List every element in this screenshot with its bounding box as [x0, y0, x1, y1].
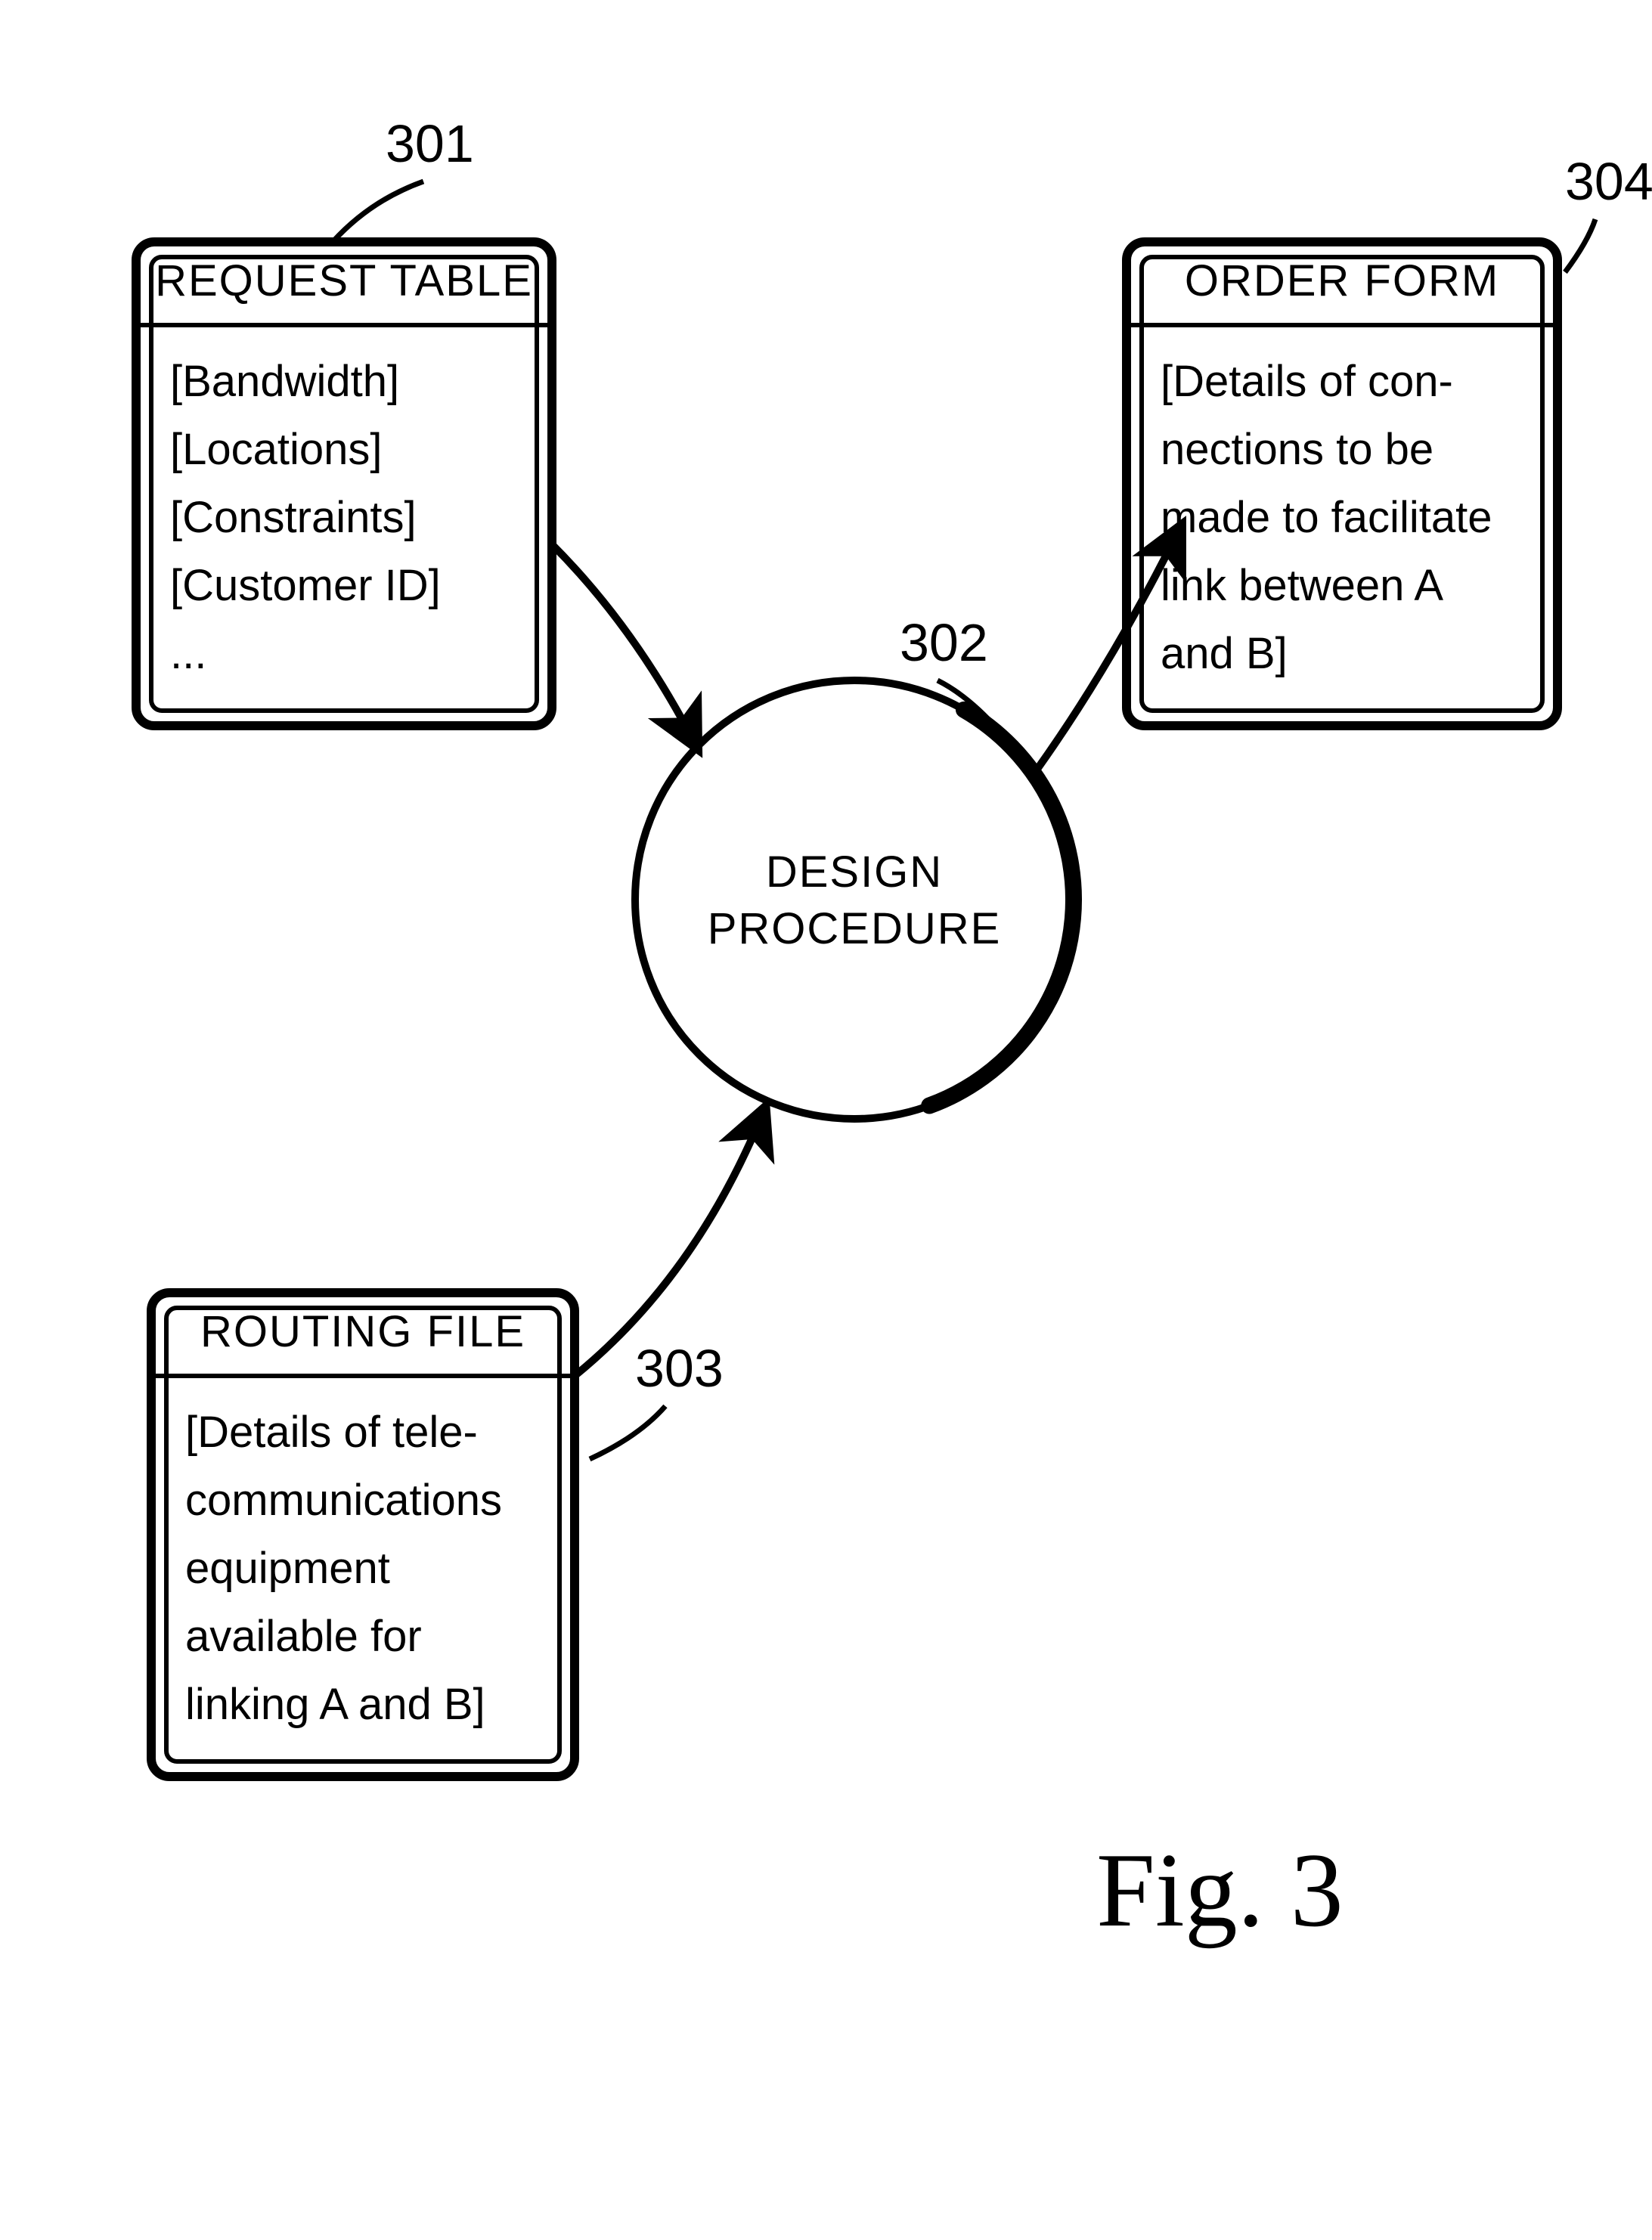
design-procedure-line2: PROCEDURE	[635, 903, 1074, 954]
routing-file-body: [Details of tele-communicationsequipment…	[185, 1399, 556, 1739]
order-form-title: ORDER FORM	[1127, 256, 1557, 306]
request-table-ref: 301	[386, 113, 474, 174]
figure-label: Fig. 3	[1096, 1829, 1344, 1951]
order-form-ref: 304	[1565, 151, 1652, 212]
design-procedure-ref: 302	[900, 612, 988, 673]
request-table-title: REQUEST TABLE	[136, 256, 552, 306]
request-table-body: [Bandwidth][Locations][Constraints][Cust…	[170, 348, 533, 688]
design-procedure-line1: DESIGN	[635, 847, 1074, 897]
routing-file-ref: 303	[635, 1338, 724, 1399]
routing-file-title: ROUTING FILE	[151, 1306, 575, 1357]
order-form-body: [Details of con-nections to bemade to fa…	[1161, 348, 1539, 688]
diagram-canvas	[0, 0, 1652, 2240]
